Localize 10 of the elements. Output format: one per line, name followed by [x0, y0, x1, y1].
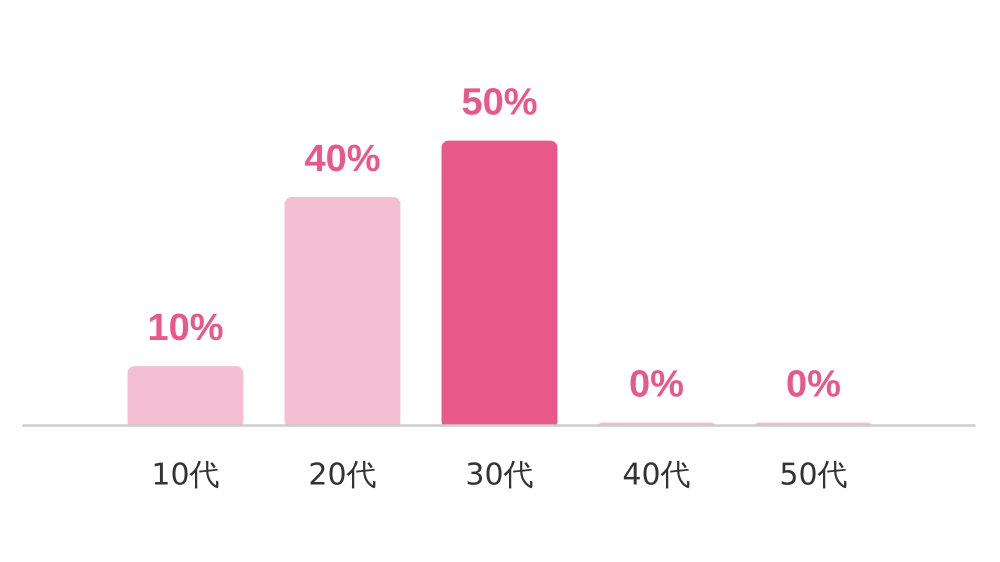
data-label: 10% — [147, 307, 224, 350]
data-label: 50% — [461, 82, 538, 124]
data-label: 40% — [304, 138, 381, 180]
x-tick-label: 20代 — [308, 458, 377, 492]
data-label: 0% — [786, 364, 841, 406]
x-tick-label: 30代 — [465, 458, 534, 492]
x-tick-label: 10代 — [151, 458, 220, 492]
data-label: 0% — [629, 364, 684, 406]
x-tick-label: 50代 — [779, 458, 848, 492]
x-tick-label: 40代 — [622, 458, 691, 492]
